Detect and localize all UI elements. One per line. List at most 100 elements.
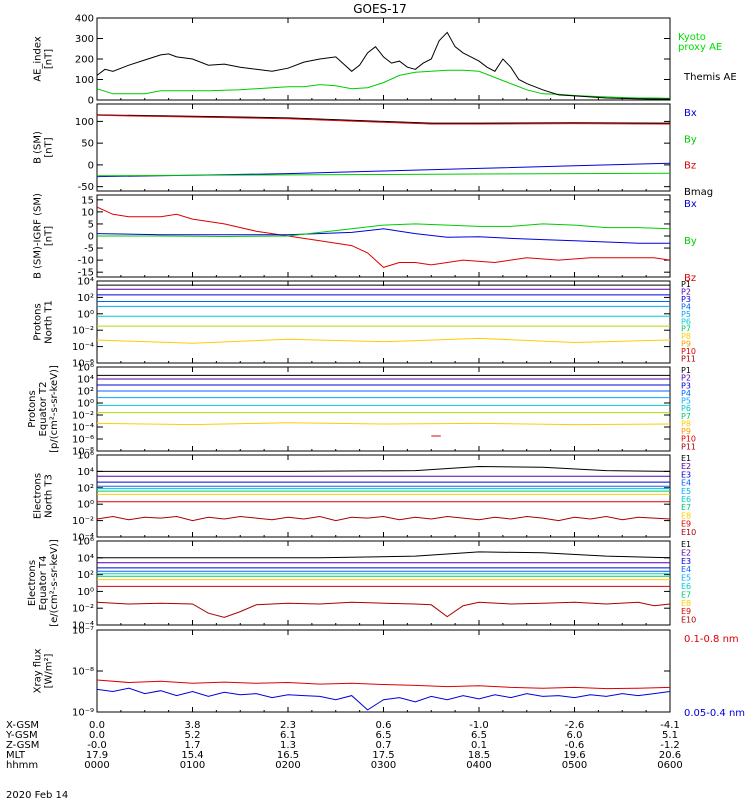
figure-title: GOES-17 [353,2,407,16]
axis-row-value: -1.2 [660,740,680,751]
legend-label: Bz [684,161,696,172]
axis-row-value: 0100 [180,760,205,771]
legend-label: P8 [681,419,691,428]
y-tick-label: 10² [77,483,94,494]
legend-label: P10 [681,435,696,444]
y-tick-label: 10⁰ [77,309,94,320]
axis-row-value: -0.6 [565,740,585,751]
legend-label: Bz [684,273,696,284]
series-line-bz [97,206,670,268]
axis-row-value: 0.0 [89,730,105,741]
legend-label: Themis AE [683,72,737,83]
y-axis-label: [nT] [44,137,55,157]
axis-row-value: 20.6 [659,750,681,761]
y-tick-label: 10⁰ [77,587,94,598]
y-tick-label: 10⁻² [72,411,94,422]
legend-label: P7 [681,412,691,421]
axis-row-value: 3.8 [185,720,201,731]
legend-label: E7 [681,503,691,512]
y-axis-label: Electrons [27,560,38,606]
y-tick-label: 10⁻⁴ [72,533,94,544]
axis-row-value: 15.4 [181,750,203,761]
panel-p_north: 10⁴ 10² 10⁰ 10⁻² 10⁻⁴ 10⁻⁶ Protons North T1 P1P2… [33,277,697,370]
axis-row-value: 0500 [562,760,587,771]
series-line-p8 [97,337,670,344]
axis-row-label: MLT [6,750,26,761]
series-line-e10 [97,515,670,522]
series-line-bz [97,114,670,125]
y-axis-label: [nT] [44,226,55,246]
legend-label: E2 [681,548,691,557]
legend-label: P8 [681,332,691,341]
y-tick-label: 10⁻² [72,604,94,615]
y-axis-label: Protons [27,390,38,427]
y-tick-label: 10⁻⁴ [72,342,94,353]
series-line-e1 [97,465,670,472]
legend-label: E7 [681,590,691,599]
y-tick-label: 10⁰ [77,399,94,410]
axis-row-value: 6.5 [471,730,487,741]
y-tick-label: 0 [88,232,94,243]
y-tick-label: 10⁻⁹ [72,708,94,719]
legend-label: P11 [681,355,696,364]
legend-label: E8 [681,511,691,520]
y-tick-label: 0 [88,96,94,107]
legend-label: proxy AE [678,42,722,53]
legend-label: E5 [681,574,691,583]
legend-label: E1 [681,540,691,549]
axis-row-value: 0200 [275,760,300,771]
y-tick-label: 100 [75,117,94,128]
y-tick-label: 10⁻⁴ [72,621,94,632]
y-tick-label: -10 [78,256,94,267]
y-tick-label: 10⁶ [77,363,94,374]
legend-label: E10 [681,616,696,625]
series-line-e1 [97,551,670,559]
legend-label: P3 [681,295,691,304]
series-line-kyoto-proxy-ae [97,69,670,99]
series-line-bmag [97,114,670,124]
y-tick-label: 10⁻⁸ [72,667,94,678]
y-axis-label: [nT] [44,49,55,69]
y-tick-label: -5 [84,244,94,255]
legend-label: E9 [681,520,691,529]
axis-row-label: Y-GSM [5,730,38,741]
legend-label: P9 [681,427,691,436]
legend-label: E5 [681,487,691,496]
y-tick-label: 10⁻² [72,516,94,527]
legend-label: E6 [681,495,691,504]
legend-label: E4 [681,565,691,574]
y-tick-label: 400 [75,14,94,25]
y-tick-label: 300 [75,34,94,45]
y-axis-label: Protons [33,303,44,340]
axis-row-value: 0.0 [89,720,105,731]
y-tick-label: 10⁶ [77,537,94,548]
legend-label: E1 [681,454,691,463]
axis-row-value: 1.7 [185,740,201,751]
axis-row-value: 0300 [371,760,396,771]
legend-label: P3 [681,381,691,390]
axis-row-value: 0.1 [471,740,487,751]
axis-row-value: -0.0 [87,740,107,751]
series-line-by [97,172,670,177]
axis-row-value: -4.1 [660,720,680,731]
y-tick-label: -15 [78,268,94,279]
y-tick-label: 50 [81,139,94,150]
legend-label: P2 [681,287,691,296]
y-tick-label: 10⁶ [77,451,94,462]
axis-row-value: -2.6 [565,720,585,731]
bottom-axis-table: X-GSM 0.0 3.8 2.3 0.6 -1.0 -2.6 -4.1 Y-GSM 0.0 5.2… [5,720,683,771]
series-line-e10 [97,601,670,618]
y-tick-label: 10⁰ [77,500,94,511]
panel-bsm: -50 0 50 100 B (SM) [nT] Bx By Bz Bmag [33,103,713,198]
legend-label: By [684,236,697,247]
y-tick-label: 10⁴ [77,467,94,478]
legend-label: By [684,134,697,145]
y-axis-label: B (SM)-IGRF (SM) [33,193,44,279]
y-tick-label: 15 [81,195,94,206]
y-tick-label: 10⁴ [77,277,94,288]
panel-xray: 10⁻⁷ 10⁻⁸ 10⁻⁹ Xray flux [W/m²] 0.1-0.8 nm 0.0… [33,626,746,720]
legend-label: P5 [681,310,691,319]
